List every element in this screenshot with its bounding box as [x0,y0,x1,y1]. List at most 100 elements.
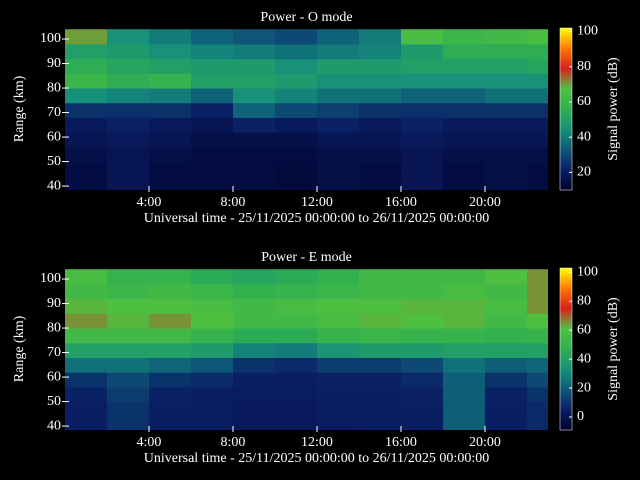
heatmap-cell [233,161,276,177]
heatmap-cell [191,88,234,104]
heatmap-cell [191,161,234,177]
heatmap-cell [149,132,192,148]
heatmap-cell [401,313,444,329]
heatmap-cell [317,43,360,60]
heatmap-cell [107,88,150,104]
heatmap-cell [401,269,444,285]
heatmap-cell [275,357,318,373]
heatmap-cell [401,73,444,89]
chart-title: Power - E mode [261,250,352,265]
heatmap-cell [443,269,486,285]
heatmap-cell [527,88,548,104]
heatmap-cell [191,132,234,148]
heatmap-cell [65,29,108,45]
heatmap-cell [191,357,234,373]
heatmap-cell [359,29,402,45]
heatmap-cell [401,372,444,388]
heatmap-cell [359,401,402,417]
heatmap-cell [401,117,444,133]
heatmap-cell [359,73,402,89]
heatmap-cell [275,386,318,403]
heatmap [65,29,548,190]
heatmap-cell [191,176,234,190]
heatmap-cell [317,386,360,403]
heatmap-cell [107,298,150,314]
heatmap-cell [191,29,234,45]
heatmap-cell [443,43,486,60]
heatmap-cell [443,298,486,314]
heatmap-cell [275,102,318,118]
colorbar-tick-label: 60 [577,94,591,109]
heatmap-cell [485,342,528,358]
heatmap-cell [107,73,150,89]
heatmap-cell [149,283,192,300]
heatmap-cell [527,328,548,344]
colorbar-label: Signal power (dB) [606,57,621,161]
heatmap-cell [149,298,192,314]
heatmap-cell [191,269,234,285]
heatmap-cell [149,328,192,344]
heatmap-cell [275,73,318,89]
heatmap-cell [527,73,548,89]
heatmap-cell [485,269,528,285]
heatmap-cell [149,117,192,133]
heatmap-cell [275,161,318,177]
heatmap-cell [107,342,150,358]
heatmap-cell [275,88,318,104]
heatmap-cell [191,102,234,118]
heatmap-cell [149,102,192,118]
y-tick-label: 60 [47,369,61,384]
heatmap-cell [527,416,548,430]
y-tick-label: 90 [47,56,61,71]
heatmap-cell [107,161,150,177]
heatmap-cell [317,328,360,344]
y-axis-label: Range (km) [12,75,27,142]
heatmap-cell [443,386,486,403]
x-tick-label: 20:00 [469,195,501,210]
heatmap-cell [191,146,234,163]
heatmap-cell [233,29,276,45]
heatmap-cell [107,283,150,300]
x-tick-label: 16:00 [385,195,417,210]
heatmap-cell [317,176,360,190]
heatmap-cell [65,269,108,285]
heatmap-cell [107,132,150,148]
heatmap-cell [485,88,528,104]
heatmap-cell [65,73,108,89]
heatmap-cell [359,342,402,358]
heatmap-cell [317,146,360,163]
heatmap-cell [527,401,548,417]
y-tick-label: 80 [47,80,61,95]
heatmap-cell [485,58,528,74]
heatmap-cell [401,342,444,358]
heatmap-cell [65,43,108,60]
heatmap-cell [149,313,192,329]
heatmap-cell [233,328,276,344]
heatmap-cell [527,58,548,74]
heatmap-cell [317,357,360,373]
heatmap-cell [107,357,150,373]
heatmap-cell [527,161,548,177]
heatmap-cell [527,146,548,163]
x-axis-label: Universal time - 25/11/2025 00:00:00 to … [144,451,489,466]
heatmap-cell [401,416,444,430]
heatmap-cell [149,161,192,177]
heatmap-cell [485,43,528,60]
heatmap-cell [233,357,276,373]
heatmap-cell [65,313,108,329]
heatmap-cell [317,161,360,177]
y-tick-label: 40 [47,178,61,193]
heatmap-cell [527,283,548,300]
heatmap-cell [485,117,528,133]
heatmap-cell [401,357,444,373]
colorbar-tick-label: 20 [577,165,591,180]
heatmap-cell [233,269,276,285]
heatmap-cell [149,416,192,430]
heatmap-cell [527,372,548,388]
heatmap-cell [191,298,234,314]
y-tick-label: 100 [40,271,61,286]
heatmap-cell [485,161,528,177]
heatmap-cell [527,269,548,285]
heatmap-cell [107,176,150,190]
colorbar-tick-label: 40 [577,129,591,144]
